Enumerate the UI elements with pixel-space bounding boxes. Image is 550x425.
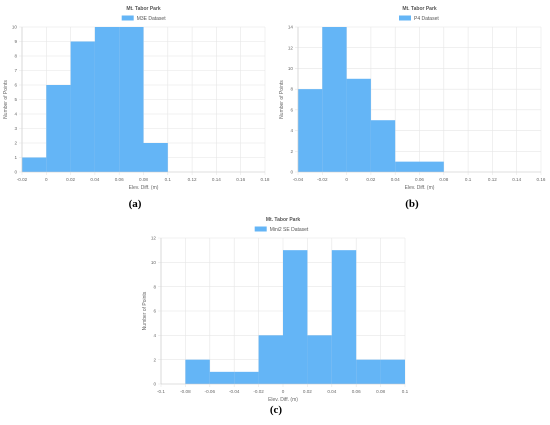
y-tick-label: 2	[14, 141, 17, 146]
histogram-bar	[307, 335, 332, 384]
y-tick-label: 10	[288, 66, 294, 71]
histogram-bar	[143, 143, 168, 172]
y-tick-label: 6	[290, 107, 293, 112]
x-tick-label: -0.04	[229, 389, 240, 394]
histogram-bar	[395, 161, 420, 172]
x-tick-label: -0.08	[180, 389, 191, 394]
y-axis-title: Number of Points	[142, 291, 148, 330]
legend-swatch	[399, 15, 411, 21]
x-tick-label: 0.06	[352, 389, 361, 394]
x-tick-label: 0.06	[415, 177, 424, 182]
x-tick-label: 0.04	[90, 177, 99, 182]
histogram-bar	[419, 161, 444, 172]
y-tick-label: 0	[153, 382, 156, 387]
x-tick-label: 0	[345, 177, 348, 182]
histogram-bar	[185, 359, 210, 384]
x-tick-label: 0	[45, 177, 48, 182]
legend-label: M3E Dataset	[137, 16, 167, 22]
x-tick-label: 0.08	[439, 177, 448, 182]
panel-label: (c)	[270, 404, 283, 416]
histogram-bar	[356, 359, 381, 384]
y-tick-label: 8	[290, 87, 293, 92]
x-tick-label: -0.02	[253, 389, 264, 394]
y-tick-label: 1	[14, 155, 17, 160]
x-tick-label: 0.02	[366, 177, 375, 182]
histogram-bar	[70, 41, 95, 172]
y-tick-label: 6	[153, 309, 156, 314]
x-axis-title: Elev. Diff. (m)	[129, 185, 159, 191]
x-tick-label: 0.16	[236, 177, 245, 182]
y-tick-label: 6	[14, 83, 17, 88]
histogram-bar	[331, 250, 357, 384]
x-tick-label: 0.1	[165, 177, 172, 182]
x-tick-label: 0.12	[488, 177, 497, 182]
x-tick-label: 0.04	[391, 177, 400, 182]
y-tick-label: 2	[153, 357, 156, 362]
histogram-bar	[119, 27, 144, 172]
y-tick-label: 2	[290, 149, 293, 154]
x-tick-label: 0.02	[66, 177, 75, 182]
y-tick-label: 7	[14, 68, 17, 73]
x-tick-label: 0.08	[139, 177, 148, 182]
histogram-bar	[22, 157, 47, 172]
y-axis-title: Number of Points	[3, 80, 9, 119]
histogram-bar	[209, 371, 235, 384]
x-tick-label: -0.1	[157, 389, 165, 394]
x-tick-label: 0.14	[212, 177, 221, 182]
histogram-bar	[370, 120, 396, 172]
y-tick-label: 4	[153, 333, 156, 338]
x-tick-label: 0.14	[512, 177, 521, 182]
legend-label: P4 Dataset	[414, 16, 439, 22]
x-axis-title: Elev. Diff. (m)	[268, 397, 298, 403]
y-tick-label: 0	[290, 170, 293, 175]
y-tick-label: 8	[14, 54, 17, 59]
chart-title: Mt. Tabor Park	[266, 217, 301, 223]
histogram-bar	[346, 78, 371, 172]
y-tick-label: 9	[14, 39, 17, 44]
x-tick-label: -0.06	[205, 389, 216, 394]
histogram-bar	[283, 250, 308, 384]
x-tick-label: 0.08	[376, 389, 385, 394]
y-tick-label: 5	[14, 97, 17, 102]
histogram-bar	[46, 85, 71, 172]
x-tick-label: 0.1	[402, 389, 409, 394]
x-tick-label: 0.06	[115, 177, 124, 182]
y-tick-label: 14	[288, 25, 294, 30]
y-tick-label: 10	[151, 260, 157, 265]
legend-swatch	[121, 15, 134, 21]
legend-label: Mini2 SE Dataset	[270, 227, 309, 233]
panel-label: (a)	[129, 198, 142, 210]
y-tick-label: 0	[14, 170, 17, 175]
y-tick-label: 8	[153, 284, 156, 289]
x-tick-label: 0.18	[261, 177, 270, 182]
histogram-bar	[322, 27, 347, 172]
chart-title: Mt. Tabor Park	[126, 6, 161, 12]
panel-label: (b)	[405, 198, 419, 210]
x-tick-label: 0	[282, 389, 285, 394]
histogram-bar	[94, 27, 120, 172]
x-tick-label: -0.04	[293, 177, 304, 182]
y-tick-label: 12	[151, 236, 157, 241]
chart-title: Mt. Tabor Park	[402, 6, 437, 12]
y-tick-label: 12	[288, 45, 294, 50]
y-tick-label: 10	[12, 25, 18, 30]
histogram-bar	[298, 89, 323, 172]
histogram-bar	[234, 371, 259, 384]
x-tick-label: 0.1	[465, 177, 472, 182]
x-tick-label: 0.04	[327, 389, 336, 394]
x-tick-label: 0.02	[303, 389, 312, 394]
histogram-bar	[258, 335, 283, 384]
histogram-bar	[380, 359, 405, 384]
y-tick-label: 3	[14, 126, 17, 131]
x-tick-label: -0.02	[17, 177, 28, 182]
y-tick-label: 4	[14, 112, 17, 117]
x-tick-label: -0.02	[317, 177, 328, 182]
y-tick-label: 4	[290, 128, 293, 133]
x-axis-title: Elev. Diff. (m)	[405, 185, 435, 191]
legend-swatch	[254, 226, 267, 232]
x-tick-label: 0.12	[188, 177, 197, 182]
x-tick-label: 0.16	[537, 177, 546, 182]
y-axis-title: Number of Points	[279, 80, 285, 119]
